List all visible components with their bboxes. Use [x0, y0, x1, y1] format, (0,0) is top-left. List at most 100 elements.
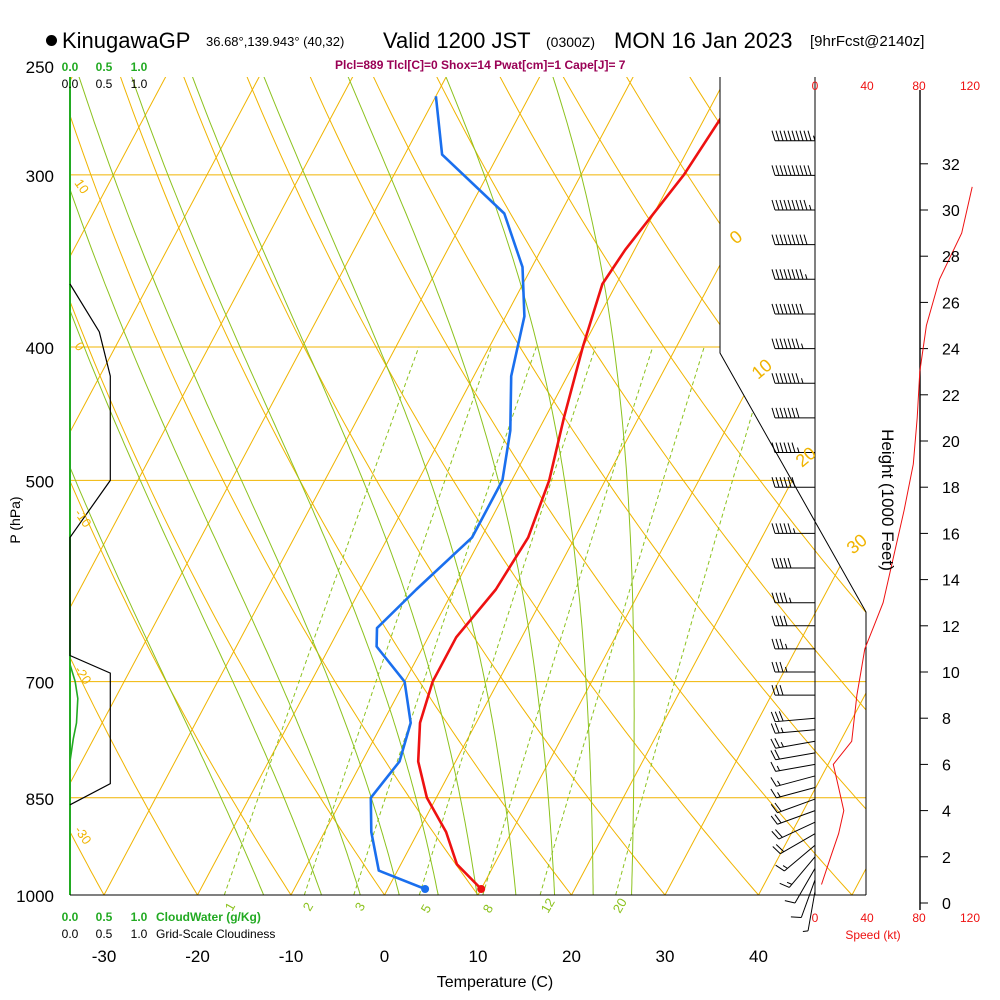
wind-barb-shaft	[775, 752, 816, 761]
wind-barb	[770, 775, 816, 787]
wind-barb-feather	[779, 882, 790, 888]
wind-barb-shaft	[775, 763, 816, 772]
wind-barb	[771, 442, 815, 454]
height-tick-label: 6	[942, 757, 951, 774]
speed-tick-top: 40	[860, 79, 874, 93]
wind-barb-feather	[799, 269, 804, 280]
wind-barb-feather	[795, 373, 800, 384]
wind-barb-feather	[770, 815, 778, 825]
wind-barb	[790, 879, 816, 918]
cloudwater-label: CloudWater (g/Kg)	[156, 910, 261, 924]
wind-barb-feather	[775, 829, 783, 838]
wind-barb-shaft	[794, 868, 816, 904]
cloudiness-label: Grid-Scale Cloudiness	[156, 927, 275, 941]
moist-adiabat-line	[70, 77, 276, 895]
isotherm-line	[181, 77, 653, 895]
mixing-ratio-line	[418, 346, 596, 895]
wind-barb-feather	[779, 477, 784, 488]
wind-barb-feather	[783, 234, 788, 245]
wind-barb	[770, 761, 816, 772]
speed-tick-bottom: 40	[860, 911, 874, 925]
wind-barb-half-feather	[777, 792, 781, 798]
wind-barb-feather	[770, 788, 777, 799]
cloudiness-tick-bottom: 1.0	[131, 927, 148, 941]
wind-barb-feather	[779, 661, 784, 673]
isotherm-line	[462, 77, 866, 895]
wind-barb	[784, 868, 816, 904]
wind-barb-feather	[791, 373, 796, 384]
wind-barb-shaft	[775, 729, 816, 734]
dry-adiabat-line	[356, 77, 866, 895]
height-axis-label: Height (1000 Feet)	[878, 429, 897, 571]
wind-barb-feather	[779, 269, 784, 280]
wind-barb-feather	[770, 711, 776, 722]
isotherm-line	[368, 77, 840, 895]
wind-barb-half-feather	[801, 343, 804, 349]
height-tick-label: 24	[942, 342, 960, 359]
wind-barb-feather	[779, 442, 784, 453]
wind-barb-feather	[787, 199, 792, 211]
wind-barb-feather	[783, 373, 788, 384]
wind-barb-half-feather	[809, 204, 812, 211]
wind-barb	[771, 338, 815, 350]
wind-barb-feather	[791, 165, 796, 176]
cloudiness-tick-top: 0.0	[62, 77, 79, 91]
wind-barb-feather	[787, 442, 792, 453]
wind-barb	[771, 661, 815, 673]
mixing-ratio-line	[353, 346, 537, 895]
wind-barb-feather	[774, 749, 780, 760]
wind-barb-half-feather	[785, 666, 788, 673]
stability-indices: Plcl=889 Tlcl[C]=0 Shox=14 Pwat[cm]=1 Ca…	[335, 58, 626, 72]
wind-barb-feather	[799, 130, 804, 141]
cloudiness-tick-bottom: 0.0	[62, 927, 79, 941]
wind-barb-half-feather	[785, 643, 788, 650]
wind-barb-feather	[783, 269, 788, 280]
wind-barb-feather	[775, 165, 780, 176]
wind-barb-shaft	[775, 740, 816, 749]
wind-barb-feather	[787, 234, 792, 245]
speed-tick-bottom: 0	[812, 911, 819, 925]
height-tick-label: 26	[942, 295, 960, 312]
dry-adiabat-line	[232, 77, 785, 895]
wind-barb-feather	[783, 592, 788, 603]
wind-barb-feather	[795, 130, 800, 141]
isotherm-line	[88, 77, 559, 895]
wind-barb-half-feather	[801, 378, 804, 384]
temperature-tick-label: 20	[562, 947, 581, 966]
station-marker	[46, 35, 57, 46]
pressure-tick-label: 700	[26, 674, 54, 693]
wind-barb-feather	[783, 338, 788, 349]
wind-barb	[771, 684, 815, 696]
isotherm-line	[742, 77, 866, 895]
wind-barb-feather	[790, 916, 802, 918]
speed-profile-line	[821, 186, 973, 885]
temperature-tick-label: 10	[469, 947, 488, 966]
mixing-ratio-label: 20	[610, 895, 630, 915]
mixing-ratio-line	[223, 346, 420, 895]
wind-barb-feather	[771, 661, 776, 673]
wind-barb	[771, 592, 815, 604]
dry-adiabat-label: 10	[72, 176, 93, 196]
wind-barb	[771, 615, 815, 627]
isotherm-line	[70, 77, 185, 895]
wind-barb-feather	[775, 592, 780, 603]
dry-adiabat-line	[70, 77, 406, 895]
wind-barb-feather	[771, 684, 776, 696]
dry-adiabat-line	[70, 77, 311, 895]
mixing-ratio-label: 12	[538, 895, 558, 915]
moist-adiabat-line	[118, 77, 445, 895]
cloudiness-tick-top: 1.0	[131, 77, 148, 91]
dry-adiabat-line	[107, 77, 595, 895]
wind-barb-shaft	[807, 891, 816, 931]
wind-barb-feather	[795, 199, 800, 211]
wind-barb-feather	[779, 615, 784, 626]
wind-barb-feather	[775, 638, 780, 650]
wind-barb-feather	[775, 615, 780, 626]
surface-dewpoint-dot	[421, 884, 430, 893]
height-tick-label: 14	[942, 573, 960, 590]
wind-barb-feather	[779, 523, 784, 534]
pressure-tick-label: 400	[26, 339, 54, 358]
temperature-tick-label: 0	[380, 947, 389, 966]
cloudwater-profile-line	[70, 664, 79, 762]
dry-adiabat-line	[480, 77, 866, 895]
